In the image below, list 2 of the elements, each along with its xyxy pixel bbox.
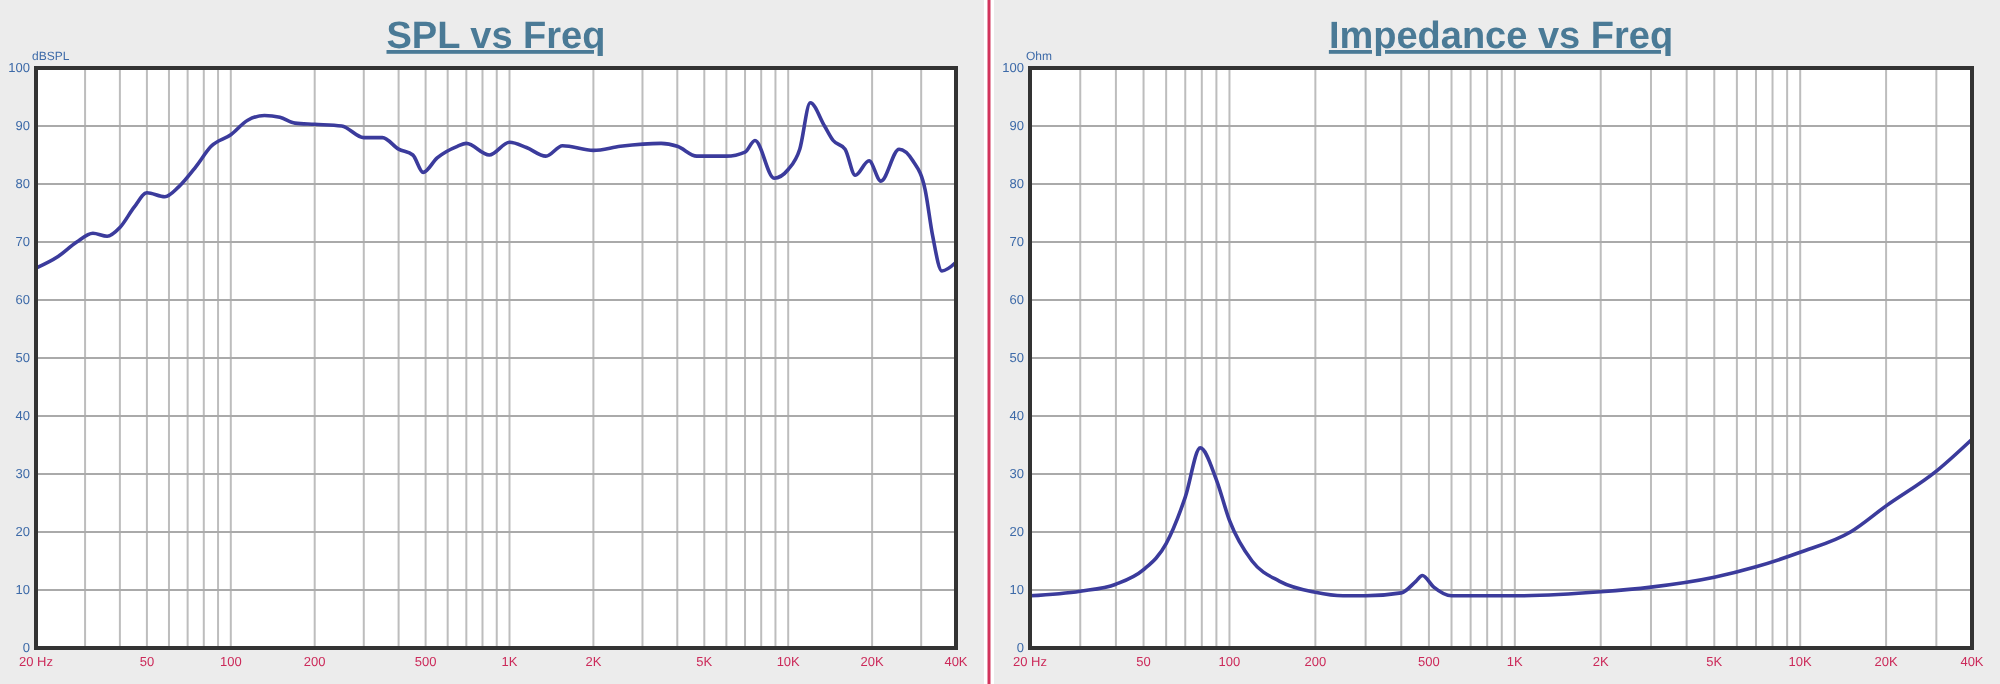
chart-title: Impedance vs Freq (1328, 16, 1674, 58)
chart-title: SPL vs Freq (386, 16, 606, 58)
